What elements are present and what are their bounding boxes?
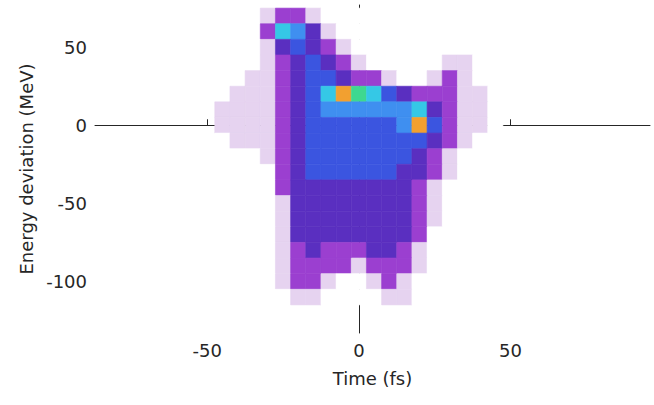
- svg-text:-50: -50: [58, 193, 87, 214]
- svg-text:Time (fs): Time (fs): [332, 368, 413, 389]
- svg-text:Energy deviation (MeV): Energy deviation (MeV): [16, 63, 37, 274]
- svg-text:0: 0: [76, 115, 87, 136]
- svg-text:-50: -50: [193, 340, 222, 361]
- svg-text:-100: -100: [46, 271, 87, 292]
- svg-text:50: 50: [64, 37, 87, 58]
- svg-text:50: 50: [499, 340, 522, 361]
- svg-text:0: 0: [353, 340, 364, 361]
